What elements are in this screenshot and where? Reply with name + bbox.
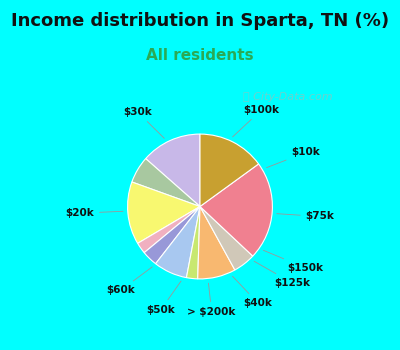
Wedge shape (144, 206, 200, 264)
Text: $10k: $10k (266, 147, 320, 168)
Text: $125k: $125k (254, 261, 310, 288)
Text: $30k: $30k (123, 107, 164, 138)
Text: $40k: $40k (232, 276, 272, 308)
Text: > $200k: > $200k (188, 283, 236, 317)
Text: All residents: All residents (146, 49, 254, 63)
Wedge shape (186, 206, 200, 279)
Wedge shape (132, 159, 200, 206)
Text: Income distribution in Sparta, TN (%): Income distribution in Sparta, TN (%) (11, 12, 389, 30)
Text: $50k: $50k (146, 281, 181, 315)
Wedge shape (128, 182, 200, 243)
Wedge shape (200, 134, 258, 206)
Text: $150k: $150k (263, 250, 323, 273)
Text: $100k: $100k (233, 105, 280, 137)
Text: Ⓠ City-Data.com: Ⓠ City-Data.com (243, 92, 333, 103)
Wedge shape (146, 134, 200, 206)
Wedge shape (200, 206, 253, 270)
Text: $75k: $75k (277, 211, 335, 222)
Text: $60k: $60k (106, 267, 152, 295)
Wedge shape (138, 206, 200, 253)
Text: $20k: $20k (65, 208, 123, 218)
Wedge shape (156, 206, 200, 278)
Wedge shape (198, 206, 235, 279)
Wedge shape (200, 164, 272, 256)
